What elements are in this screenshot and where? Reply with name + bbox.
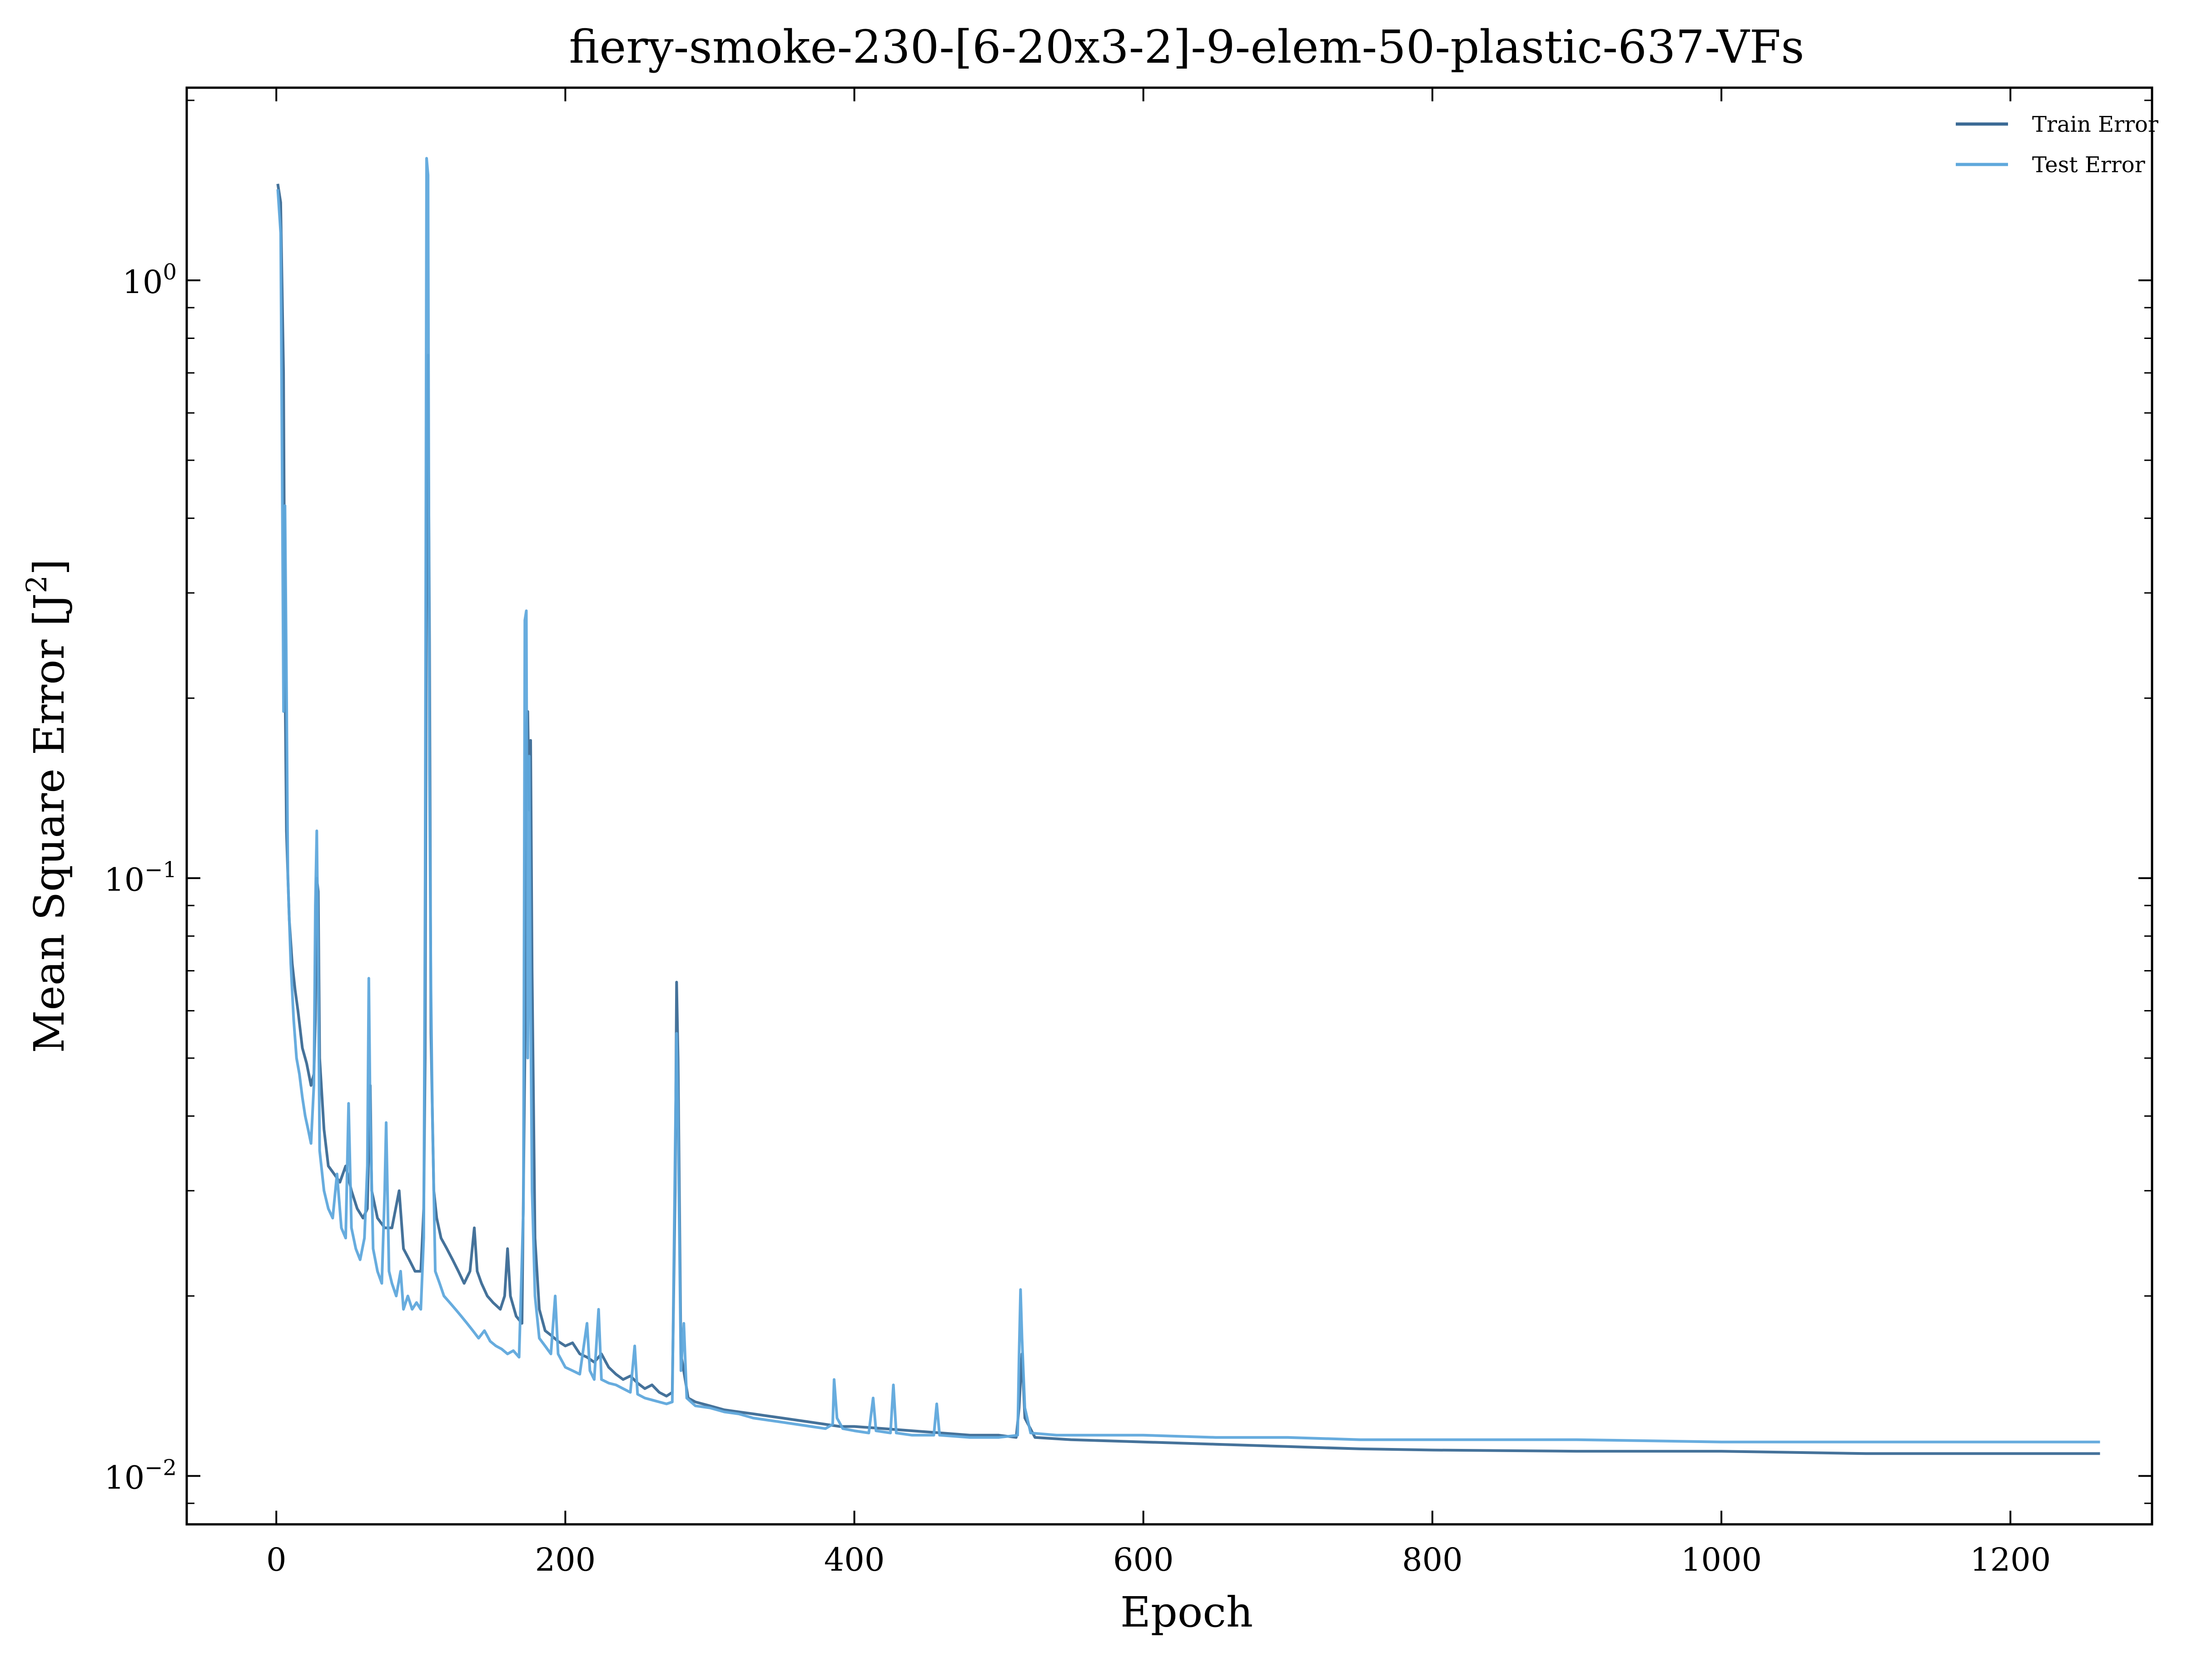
x-tick-label: 0 bbox=[266, 1541, 287, 1578]
chart-title: fiery-smoke-230-[6-20x3-2]-9-elem-50-pla… bbox=[569, 20, 1804, 74]
x-axis-label: Epoch bbox=[1120, 1588, 1253, 1637]
x-tick-label: 400 bbox=[824, 1541, 885, 1578]
y-tick-label: 10−1 bbox=[104, 857, 177, 899]
y-axis-label: Mean Square Error [J2] bbox=[20, 559, 74, 1053]
plot-area bbox=[185, 86, 2153, 1526]
series-line-test-error bbox=[276, 157, 2100, 1443]
y-tick-label: 100 bbox=[122, 259, 177, 301]
y-axis-label-close: ] bbox=[25, 559, 74, 575]
x-tick-label: 1200 bbox=[1970, 1541, 2051, 1578]
legend-label-train: Train Error bbox=[2032, 112, 2158, 137]
plot-frame bbox=[185, 86, 2153, 1526]
y-axis: 10−2 10−1 100 bbox=[104, 100, 2152, 1504]
x-tick-label: 800 bbox=[1402, 1541, 1463, 1578]
x-tick-label: 600 bbox=[1113, 1541, 1174, 1578]
x-axis: 0 200 400 600 800 1000 1200 bbox=[266, 88, 2051, 1578]
y-tick-label: 10−2 bbox=[104, 1455, 177, 1497]
y-axis-label-main: Mean Square Error [J bbox=[25, 593, 74, 1053]
legend-label-test: Test Error bbox=[2032, 152, 2145, 178]
y-axis-label-superscript: 2 bbox=[20, 575, 53, 593]
x-tick-label: 1000 bbox=[1681, 1541, 1762, 1578]
legend: Train Error Test Error bbox=[1956, 112, 2158, 178]
x-tick-label: 200 bbox=[535, 1541, 596, 1578]
series-layer bbox=[276, 157, 2100, 1455]
